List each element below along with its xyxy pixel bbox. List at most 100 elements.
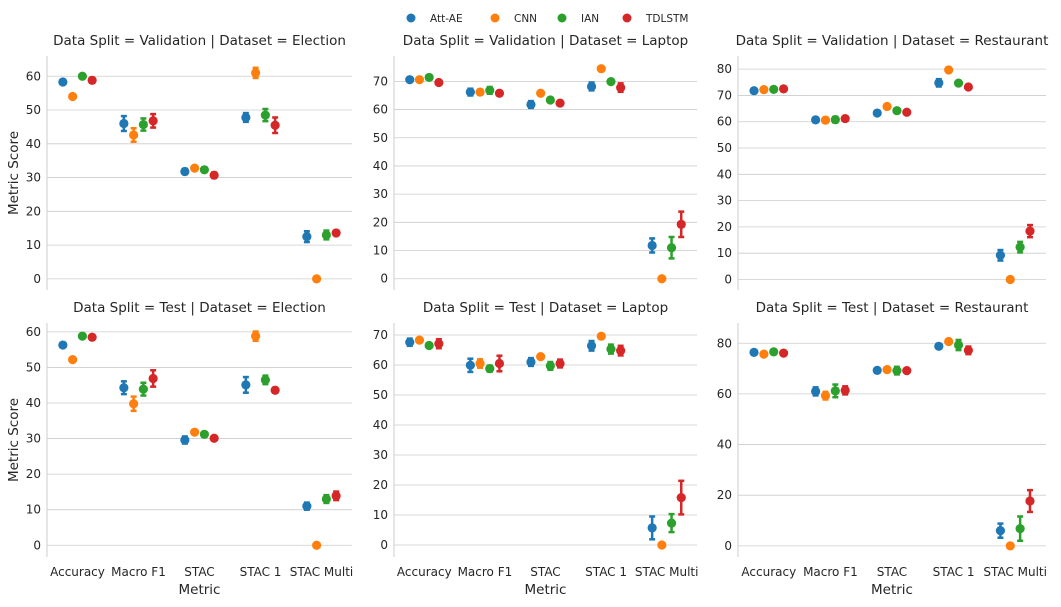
x-tick-label: STAC Multi — [983, 565, 1047, 579]
x-tick-label: STAC Multi — [635, 565, 699, 579]
y-axis-label: Metric Score — [6, 131, 22, 215]
data-point-tdlstm — [963, 82, 973, 92]
data-point-att-ae — [749, 86, 759, 96]
y-tick-label: 70 — [373, 74, 388, 88]
data-point-cnn — [882, 364, 892, 375]
y-tick-label: 50 — [26, 360, 41, 374]
data-point-cnn — [944, 336, 954, 347]
data-point-ian — [260, 375, 270, 385]
legend-marker-ian — [557, 13, 567, 23]
data-point-ian — [138, 119, 148, 130]
y-tick-label: 80 — [717, 336, 732, 350]
data-point-cnn — [657, 540, 667, 550]
data-point-tdlstm — [963, 345, 973, 355]
y-tick-label: 60 — [373, 103, 388, 117]
data-point-cnn — [129, 130, 139, 140]
data-point-ian — [321, 494, 331, 504]
y-tick-label: 40 — [373, 418, 388, 432]
data-point-ian — [485, 85, 495, 95]
y-tick-label: 0 — [724, 272, 732, 286]
data-point-ian — [485, 364, 495, 374]
data-point-cnn — [944, 65, 954, 75]
panel-title: Data Split = Validation | Dataset = Lapt… — [403, 33, 688, 49]
data-point-tdlstm — [87, 332, 97, 342]
y-tick-label: 70 — [717, 88, 732, 102]
x-tick-label: Accuracy — [741, 565, 796, 579]
data-point-ian — [953, 78, 964, 88]
data-point-tdlstm — [778, 348, 789, 358]
data-point-att-ae — [934, 78, 944, 88]
y-tick-label: 10 — [373, 508, 388, 522]
data-point-tdlstm — [209, 170, 219, 180]
data-point-att-ae — [647, 523, 657, 533]
data-point-cnn — [190, 163, 200, 173]
y-tick-label: 30 — [26, 432, 41, 446]
y-tick-label: 60 — [373, 358, 388, 372]
y-tick-label: 30 — [373, 187, 388, 201]
panel-title: Data Split = Test | Dataset = Election — [73, 300, 326, 316]
data-point-ian — [77, 331, 87, 341]
panel-title: Data Split = Test | Dataset = Laptop — [423, 300, 668, 316]
data-point-att-ae — [526, 99, 536, 110]
data-point-ian — [606, 77, 616, 87]
data-point-cnn — [129, 399, 139, 409]
data-point-tdlstm — [434, 77, 444, 88]
y-tick-label: 60 — [717, 115, 732, 129]
panel-title: Data Split = Test | Dataset = Restaurant — [756, 300, 1029, 316]
data-point-att-ae — [934, 341, 944, 351]
data-point-cnn — [1005, 274, 1015, 285]
y-tick-label: 50 — [717, 141, 732, 155]
data-point-ian — [424, 72, 434, 83]
x-tick-label: Macro F1 — [458, 565, 513, 579]
y-tick-label: 20 — [373, 478, 388, 492]
x-tick-label: Macro F1 — [111, 565, 166, 579]
data-point-att-ae — [995, 250, 1006, 260]
y-tick-label: 0 — [380, 272, 388, 286]
x-tick-label: STAC — [530, 565, 560, 579]
x-tick-label: STAC — [877, 565, 907, 579]
data-point-cnn — [1005, 541, 1015, 551]
data-point-att-ae — [302, 232, 312, 242]
data-point-att-ae — [811, 115, 821, 125]
data-point-tdlstm — [434, 339, 444, 349]
data-point-ian — [260, 110, 270, 120]
x-axis-label: Metric — [871, 582, 913, 598]
data-point-tdlstm — [840, 385, 850, 395]
data-point-att-ae — [586, 341, 597, 351]
legend-label: CNN — [514, 13, 537, 25]
data-point-tdlstm — [148, 116, 158, 126]
y-tick-label: 50 — [373, 388, 388, 402]
data-point-ian — [1015, 524, 1025, 534]
data-point-ian — [424, 340, 434, 351]
data-point-att-ae — [749, 347, 759, 357]
data-point-tdlstm — [331, 228, 341, 238]
y-tick-label: 40 — [717, 438, 732, 452]
y-tick-label: 40 — [26, 396, 41, 410]
data-point-att-ae — [58, 340, 68, 350]
y-axis-label: Metric Score — [6, 398, 22, 482]
x-tick-label: STAC 1 — [585, 565, 627, 579]
y-tick-label: 10 — [26, 238, 41, 252]
legend-marker-cnn — [490, 13, 500, 23]
data-point-tdlstm — [840, 113, 850, 124]
data-point-att-ae — [405, 75, 415, 85]
data-point-cnn — [312, 274, 322, 284]
y-tick-label: 30 — [373, 448, 388, 462]
data-point-cnn — [414, 75, 425, 85]
data-point-ian — [138, 384, 148, 394]
panel-title: Data Split = Validation | Dataset = Elec… — [53, 33, 346, 49]
data-point-att-ae — [302, 501, 312, 511]
data-point-att-ae — [526, 357, 536, 367]
data-point-att-ae — [241, 380, 251, 390]
y-tick-label: 50 — [373, 131, 388, 145]
y-tick-label: 0 — [33, 538, 41, 552]
y-tick-label: 20 — [373, 215, 388, 229]
data-point-ian — [77, 71, 87, 81]
y-tick-label: 10 — [373, 244, 388, 258]
data-point-tdlstm — [676, 493, 686, 503]
data-point-att-ae — [872, 365, 882, 375]
data-point-att-ae — [465, 87, 475, 97]
data-point-ian — [953, 340, 964, 350]
